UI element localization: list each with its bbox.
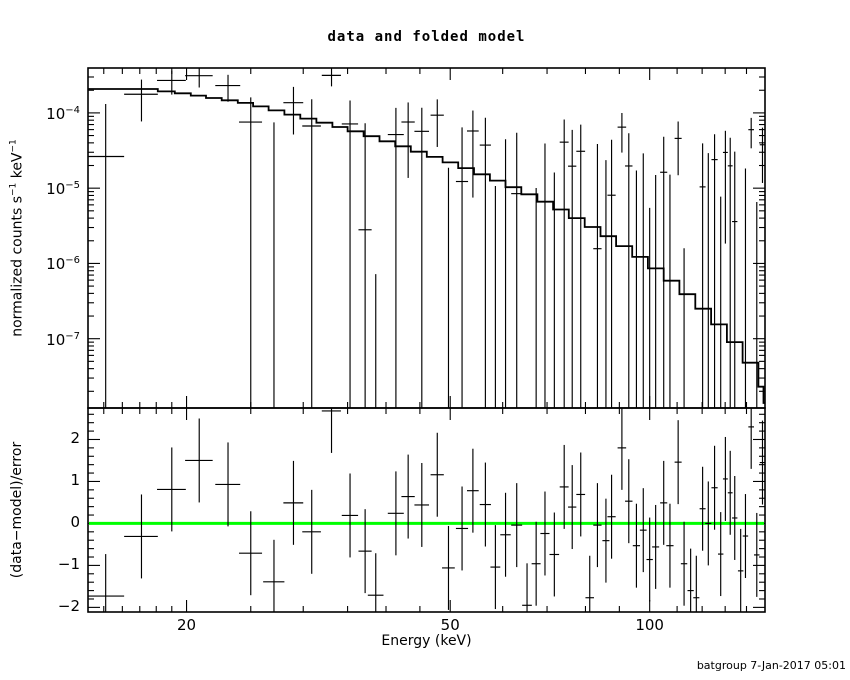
- y-tick-label: 10−5: [46, 180, 80, 199]
- y-tick-label: −1: [57, 555, 80, 574]
- x-tick-label: 20: [177, 616, 197, 634]
- timestamp-label: batgroup 7-Jan-2017 05:01: [696, 659, 846, 672]
- y-axis-label-top: normalized counts s−1 keV−1: [9, 139, 26, 337]
- y-axis-label-top-text: normalized counts s: [9, 196, 26, 337]
- panel-frames: [87, 67, 766, 613]
- x-axis-label: Energy (keV): [381, 633, 472, 649]
- model-curve: [88, 88, 765, 404]
- y-tick-label: −2: [57, 597, 80, 616]
- y-axis-label-top-sup1: −1: [8, 182, 19, 197]
- x-tick-label: 50: [440, 616, 460, 634]
- x-tick-label: 100: [635, 616, 664, 634]
- y-axis-label-bottom: (data−model)/error: [9, 441, 25, 579]
- data-points: [88, 68, 765, 408]
- y-tick-label: 10−6: [46, 255, 80, 274]
- residual-points: [88, 408, 765, 612]
- y-tick-label: 2: [70, 429, 80, 448]
- plot-title: data and folded model: [327, 29, 526, 45]
- y-tick-label: 10−7: [46, 330, 80, 349]
- folded-model-histogram: [88, 88, 765, 404]
- bottom-panel-frame: [87, 407, 766, 613]
- y-tick-label: 10−4: [46, 104, 80, 123]
- y-tick-label: 0: [70, 513, 80, 532]
- y-axis-label-top-sup2: −1: [8, 139, 19, 153]
- y-tick-label: 1: [70, 471, 80, 490]
- y-axis-label-top-mid: keV: [9, 152, 26, 183]
